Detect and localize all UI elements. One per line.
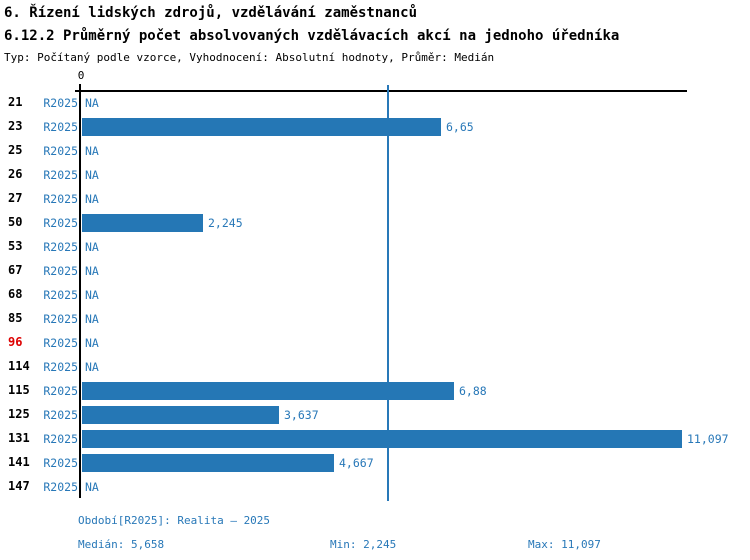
row-na-label: NA [85, 144, 99, 158]
row-period-label: R2025 [43, 96, 78, 110]
x-axis-line [75, 90, 687, 92]
chart-row-141: 141 R2025 4,667 [0, 451, 750, 475]
row-period-label: R2025 [43, 456, 78, 470]
row-id-label: 96 [8, 335, 23, 349]
bar-value-label: 6,88 [459, 384, 487, 398]
row-id-label: 27 [8, 191, 23, 205]
row-period-label: R2025 [43, 480, 78, 494]
footer-median-stat: Medián: 5,658 [78, 538, 165, 551]
row-na-label: NA [85, 96, 99, 110]
row-id-label: 115 [8, 383, 30, 397]
bar-value-label: 6,65 [446, 120, 474, 134]
chart-row-131: 131 R2025 11,097 [0, 427, 750, 451]
chart-row-27: 27 R2025 NA [0, 187, 750, 211]
row-na-label: NA [85, 192, 99, 206]
chart-row-67: 67 R2025 NA [0, 259, 750, 283]
chart-row-115: 115 R2025 6,88 [0, 379, 750, 403]
row-na-label: NA [85, 360, 99, 374]
row-period-label: R2025 [43, 144, 78, 158]
row-id-label: 50 [8, 215, 23, 229]
row-period-label: R2025 [43, 288, 78, 302]
row-na-label: NA [85, 264, 99, 278]
row-period-label: R2025 [43, 384, 78, 398]
chart-title: 6.12.2 Průměrný počet absolvovaných vzdě… [4, 28, 620, 44]
bar-rows-container: 21 R2025 NA 23 R2025 6,65 25 R2025 NA 26 R2025 NA 27… [0, 91, 750, 499]
value-bar [82, 382, 454, 400]
row-na-label: NA [85, 480, 99, 494]
row-period-label: R2025 [43, 216, 78, 230]
bar-value-label: 11,097 [687, 432, 729, 446]
row-na-label: NA [85, 240, 99, 254]
row-id-label: 26 [8, 167, 23, 181]
value-bar [82, 118, 441, 136]
row-id-label: 53 [8, 239, 23, 253]
row-period-label: R2025 [43, 120, 78, 134]
chart-row-53: 53 R2025 NA [0, 235, 750, 259]
row-na-label: NA [85, 312, 99, 326]
chart-row-68: 68 R2025 NA [0, 283, 750, 307]
row-id-label: 85 [8, 311, 23, 325]
chart-row-125: 125 R2025 3,637 [0, 403, 750, 427]
chart-row-114: 114 R2025 NA [0, 355, 750, 379]
row-period-label: R2025 [43, 432, 78, 446]
median-reference-line [387, 85, 389, 501]
footer-max-stat: Max: 11,097 [528, 538, 601, 551]
row-id-label: 23 [8, 119, 23, 133]
value-bar [82, 430, 682, 448]
chart-row-25: 25 R2025 NA [0, 139, 750, 163]
value-bar [82, 214, 203, 232]
row-id-label: 114 [8, 359, 30, 373]
row-id-label: 125 [8, 407, 30, 421]
chart-row-23: 23 R2025 6,65 [0, 115, 750, 139]
chart-row-147: 147 R2025 NA [0, 475, 750, 499]
bar-value-label: 3,637 [284, 408, 319, 422]
footer-period-label: Období[R2025]: Realita – 2025 [78, 514, 271, 527]
value-bar [82, 454, 334, 472]
row-period-label: R2025 [43, 312, 78, 326]
chart-row-21: 21 R2025 NA [0, 91, 750, 115]
chart-row-96: 96 R2025 NA [0, 331, 750, 355]
row-period-label: R2025 [43, 240, 78, 254]
report-section-title: 6. Řízení lidských zdrojů, vzdělávání za… [4, 5, 418, 21]
bar-value-label: 2,245 [208, 216, 243, 230]
row-id-label: 21 [8, 95, 23, 109]
row-na-label: NA [85, 336, 99, 350]
chart-row-85: 85 R2025 NA [0, 307, 750, 331]
row-period-label: R2025 [43, 192, 78, 206]
row-id-label: 147 [8, 479, 30, 493]
row-period-label: R2025 [43, 264, 78, 278]
chart-row-26: 26 R2025 NA [0, 163, 750, 187]
row-id-label: 141 [8, 455, 30, 469]
x-axis-zero-tick-label: 0 [77, 69, 85, 82]
value-bar [82, 406, 279, 424]
footer-min-stat: Min: 2,245 [330, 538, 397, 551]
y-axis-line [79, 84, 81, 498]
row-period-label: R2025 [43, 168, 78, 182]
row-id-label: 68 [8, 287, 23, 301]
chart-row-50: 50 R2025 2,245 [0, 211, 750, 235]
row-period-label: R2025 [43, 336, 78, 350]
row-id-label: 67 [8, 263, 23, 277]
row-id-label: 25 [8, 143, 23, 157]
row-period-label: R2025 [43, 408, 78, 422]
row-id-label: 131 [8, 431, 30, 445]
row-na-label: NA [85, 168, 99, 182]
bar-value-label: 4,667 [339, 456, 374, 470]
row-period-label: R2025 [43, 360, 78, 374]
row-na-label: NA [85, 288, 99, 302]
chart-meta-line: Typ: Počítaný podle vzorce, Vyhodnocení:… [4, 51, 495, 64]
